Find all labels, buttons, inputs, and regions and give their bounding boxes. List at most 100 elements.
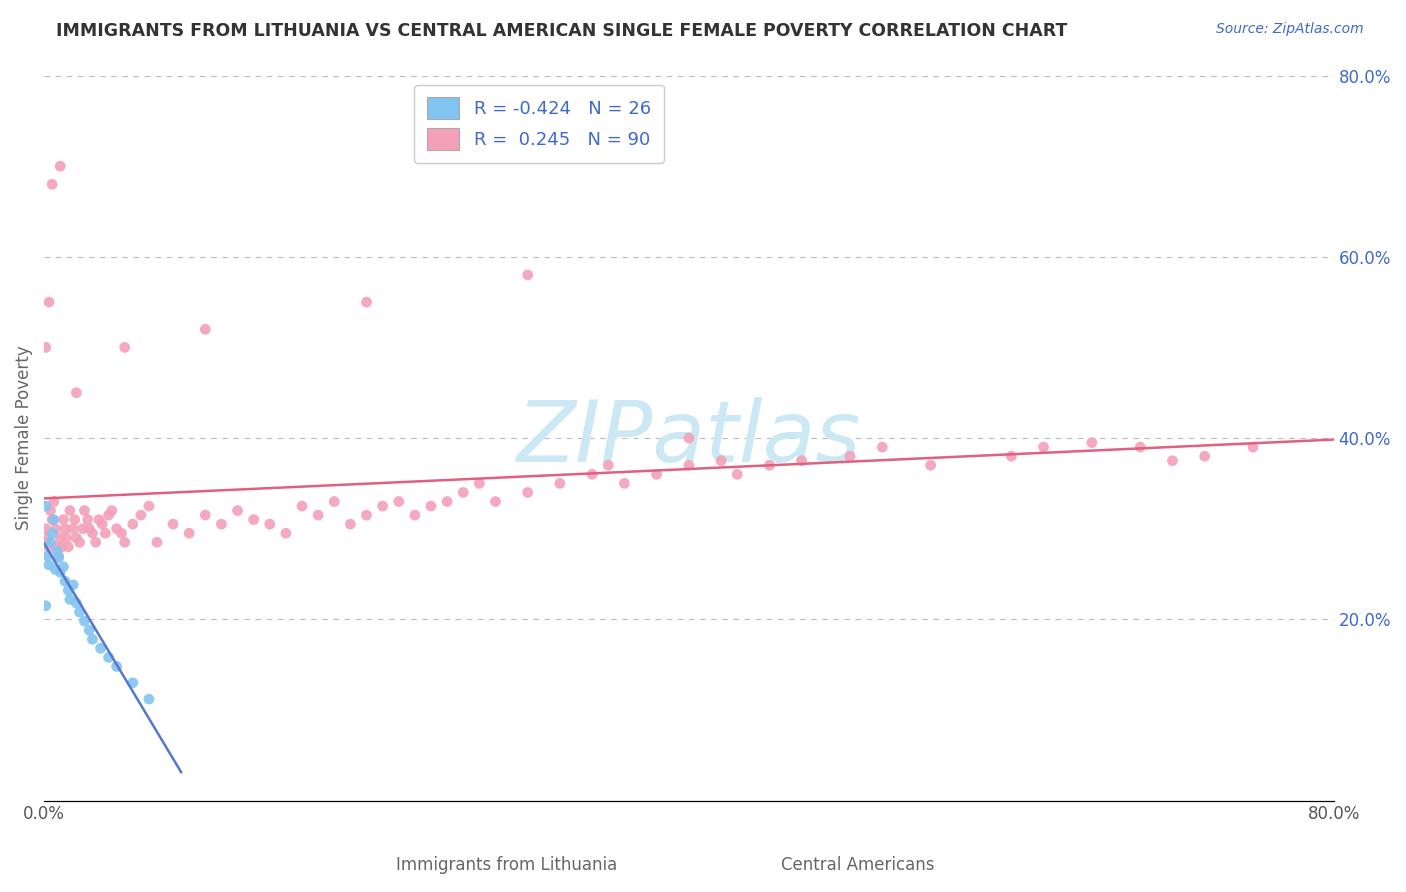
Point <box>242 513 264 527</box>
Point <box>1241 440 1264 454</box>
Point <box>38 540 60 554</box>
Point <box>194 322 217 336</box>
Point <box>356 295 378 310</box>
Point <box>548 476 571 491</box>
Point <box>44 522 66 536</box>
Point <box>678 431 700 445</box>
Point <box>710 454 733 468</box>
Point <box>1129 440 1152 454</box>
Point <box>35 499 58 513</box>
Point <box>46 544 69 558</box>
Point <box>274 526 297 541</box>
Point <box>37 531 59 545</box>
Point <box>105 522 128 536</box>
Point <box>84 535 107 549</box>
Point <box>69 605 91 619</box>
Point <box>59 592 82 607</box>
Point <box>259 517 281 532</box>
Point <box>44 562 66 576</box>
Point <box>55 531 77 545</box>
Point <box>41 526 63 541</box>
Point <box>114 340 136 354</box>
Point <box>179 526 201 541</box>
Point <box>101 503 124 517</box>
Point <box>97 650 120 665</box>
Point <box>58 540 80 554</box>
Point <box>920 458 942 473</box>
Point <box>69 535 91 549</box>
Text: IMMIGRANTS FROM LITHUANIA VS CENTRAL AMERICAN SINGLE FEMALE POVERTY CORRELATION : IMMIGRANTS FROM LITHUANIA VS CENTRAL AME… <box>56 22 1067 40</box>
Point <box>38 558 60 572</box>
Point <box>58 583 80 598</box>
Point <box>581 467 603 482</box>
Point <box>121 517 143 532</box>
Point <box>77 522 100 536</box>
Point <box>339 517 361 532</box>
Point <box>678 458 700 473</box>
Point <box>404 508 426 522</box>
Point <box>1032 440 1054 454</box>
Point <box>105 659 128 673</box>
Text: Immigrants from Lithuania: Immigrants from Lithuania <box>395 855 617 873</box>
Point <box>42 494 65 508</box>
Point <box>39 535 62 549</box>
Point <box>59 503 82 517</box>
Point <box>436 494 458 508</box>
Point <box>645 467 668 482</box>
Point <box>73 614 96 628</box>
Point <box>89 641 111 656</box>
Point <box>41 513 63 527</box>
Point <box>758 458 780 473</box>
Point <box>110 526 132 541</box>
Point <box>129 508 152 522</box>
Point <box>725 467 748 482</box>
Point <box>138 499 160 513</box>
Point <box>65 596 87 610</box>
Point <box>790 454 813 468</box>
Point <box>42 513 65 527</box>
Point <box>388 494 411 508</box>
Point <box>94 526 117 541</box>
Point <box>51 540 73 554</box>
Point <box>77 624 100 638</box>
Point <box>162 517 184 532</box>
Point <box>48 549 70 563</box>
Point <box>48 550 70 565</box>
Point <box>52 513 75 527</box>
Point <box>323 494 346 508</box>
Point <box>91 517 114 532</box>
Point <box>226 503 249 517</box>
Point <box>613 476 636 491</box>
Point <box>291 499 314 513</box>
Point <box>598 458 620 473</box>
Point <box>468 476 491 491</box>
Point <box>1000 449 1022 463</box>
Point <box>1081 435 1104 450</box>
Point <box>39 503 62 517</box>
Point <box>46 540 69 554</box>
Point <box>138 692 160 706</box>
Point <box>38 295 60 310</box>
Text: Source: ZipAtlas.com: Source: ZipAtlas.com <box>1216 22 1364 37</box>
Point <box>65 531 87 545</box>
Point <box>1161 454 1184 468</box>
Point <box>72 522 94 536</box>
Point <box>52 559 75 574</box>
Point <box>194 508 217 522</box>
Point <box>49 531 72 545</box>
Point <box>82 632 104 647</box>
Point <box>114 535 136 549</box>
Point <box>62 578 84 592</box>
Point <box>35 599 58 613</box>
Point <box>484 494 506 508</box>
Point <box>872 440 894 454</box>
Point <box>37 549 59 563</box>
Text: Central Americans: Central Americans <box>780 855 935 873</box>
Legend: R = -0.424   N = 26, R =  0.245   N = 90: R = -0.424 N = 26, R = 0.245 N = 90 <box>415 85 664 163</box>
Point <box>35 522 58 536</box>
Text: ZIPatlas: ZIPatlas <box>517 397 860 480</box>
Point <box>516 485 538 500</box>
Point <box>371 499 394 513</box>
Point <box>1194 449 1216 463</box>
Point <box>41 178 63 192</box>
